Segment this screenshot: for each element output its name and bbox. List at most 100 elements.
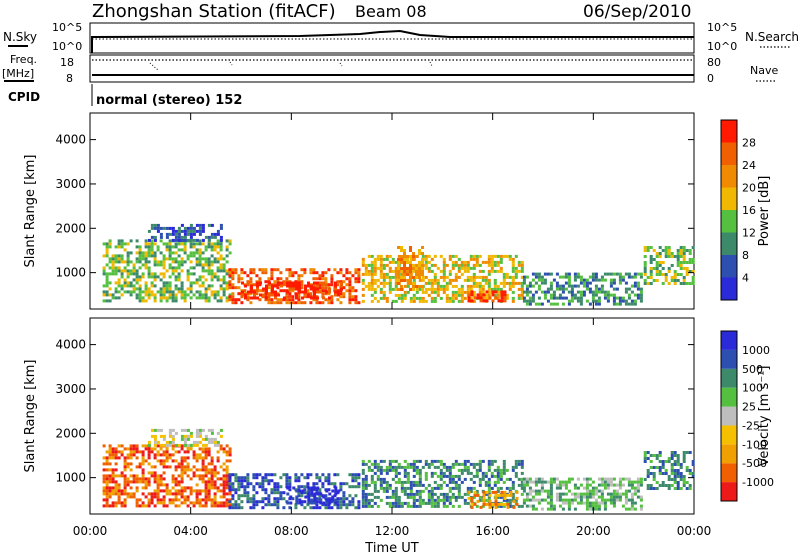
range-gate-cell: [207, 235, 211, 239]
range-gate-cell: [228, 268, 232, 272]
range-gate-cell: [183, 238, 187, 242]
x-tick-label: 16:00: [475, 524, 510, 538]
range-gate-cell: [679, 478, 683, 481]
range-gate-cell: [222, 275, 226, 279]
range-gate-cell: [276, 482, 280, 486]
range-gate-cell: [460, 495, 464, 499]
range-gate-cell: [448, 299, 452, 303]
range-gate-cell: [576, 290, 580, 294]
range-gate-cell: [174, 468, 178, 472]
range-gate-cell: [117, 456, 121, 460]
range-gate-cell: [667, 484, 671, 487]
range-gate-cell: [186, 495, 190, 499]
range-gate-cell: [171, 245, 175, 249]
range-gate-cell: [132, 477, 136, 481]
range-gate-cell: [123, 447, 127, 451]
range-gate-cell: [108, 492, 112, 496]
range-gate-cell: [150, 290, 154, 294]
range-gate-cell: [274, 284, 277, 288]
range-gate-cell: [688, 258, 692, 261]
colorbar-tick-label: 1000: [742, 344, 770, 357]
range-gate-cell: [394, 281, 398, 285]
range-gate-cell: [204, 434, 208, 438]
range-gate-cell: [487, 477, 491, 481]
range-gate-cell: [364, 474, 368, 478]
range-gate-cell: [520, 462, 524, 466]
range-gate-cell: [156, 440, 160, 444]
range-gate-cell: [117, 290, 121, 294]
range-gate-cell: [433, 290, 437, 294]
range-gate-cell: [487, 287, 491, 291]
range-gate-cell: [433, 480, 437, 484]
range-gate-cell: [594, 278, 598, 282]
range-gate-cell: [216, 459, 220, 463]
range-gate-cell: [412, 278, 416, 282]
range-gate-cell: [679, 273, 683, 276]
range-gate-cell: [174, 299, 178, 303]
range-gate-cell: [682, 246, 686, 249]
range-gate-cell: [171, 477, 175, 481]
range-gate-cell: [201, 223, 205, 227]
range-gate-cell: [514, 498, 518, 502]
range-gate-cell: [624, 492, 628, 496]
range-gate-cell: [159, 239, 163, 243]
range-gate-cell: [688, 451, 692, 454]
range-gate-cell: [334, 293, 337, 297]
range-gate-cell: [171, 474, 175, 478]
range-gate-cell: [558, 293, 562, 297]
range-gate-cell: [198, 498, 202, 502]
range-gate-cell: [141, 275, 145, 279]
range-gate-cell: [105, 284, 109, 288]
range-gate-cell: [502, 459, 506, 463]
range-gate-cell: [487, 281, 491, 285]
range-gate-cell: [585, 284, 589, 288]
range-gate-cell: [300, 494, 304, 498]
range-gate-cell: [457, 299, 461, 303]
range-gate-cell: [195, 428, 199, 432]
range-gate-cell: [451, 492, 455, 496]
range-gate-cell: [400, 246, 403, 249]
range-gate-cell: [159, 293, 163, 297]
range-gate-cell: [540, 480, 544, 484]
range-gate-cell: [472, 462, 476, 466]
range-gate-cell: [508, 275, 512, 279]
range-gate-cell: [457, 293, 461, 297]
range-gate-cell: [334, 281, 337, 285]
range-gate-cell: [318, 286, 322, 290]
range-gate-cell: [388, 266, 392, 270]
range-gate-cell: [150, 248, 154, 252]
range-gate-cell: [442, 272, 446, 276]
range-gate-cell: [138, 293, 142, 297]
range-gate-cell: [183, 443, 187, 447]
range-gate-cell: [295, 293, 298, 297]
range-gate-cell: [537, 498, 541, 502]
range-gate-cell: [567, 507, 571, 511]
range-gate-cell: [379, 260, 383, 264]
range-gate-cell: [528, 302, 532, 306]
range-gate-cell: [123, 242, 127, 246]
range-gate-cell: [174, 459, 178, 463]
range-gate-cell: [114, 468, 118, 472]
range-gate-cell: [192, 474, 196, 478]
range-gate-cell: [391, 275, 395, 279]
range-gate-cell: [165, 281, 169, 285]
range-gate-cell: [180, 235, 184, 239]
range-gate-cell: [195, 229, 199, 233]
range-gate-cell: [597, 507, 601, 511]
range-gate-cell: [502, 468, 506, 472]
range-gate-cell: [373, 257, 377, 261]
range-gate-cell: [364, 272, 368, 276]
range-gate-cell: [670, 252, 674, 255]
range-gate-cell: [174, 260, 178, 264]
range-gate-cell: [472, 290, 476, 294]
range-gate-cell: [472, 281, 476, 285]
range-gate-cell: [162, 489, 166, 493]
range-gate-cell: [204, 501, 208, 505]
range-gate-cell: [442, 495, 446, 499]
range-gate-cell: [243, 479, 247, 483]
range-gate-cell: [105, 272, 109, 276]
range-gate-cell: [582, 486, 586, 490]
beam-label: Beam 08: [355, 2, 427, 21]
range-gate-cell: [457, 492, 461, 496]
range-gate-cell: [114, 462, 118, 466]
